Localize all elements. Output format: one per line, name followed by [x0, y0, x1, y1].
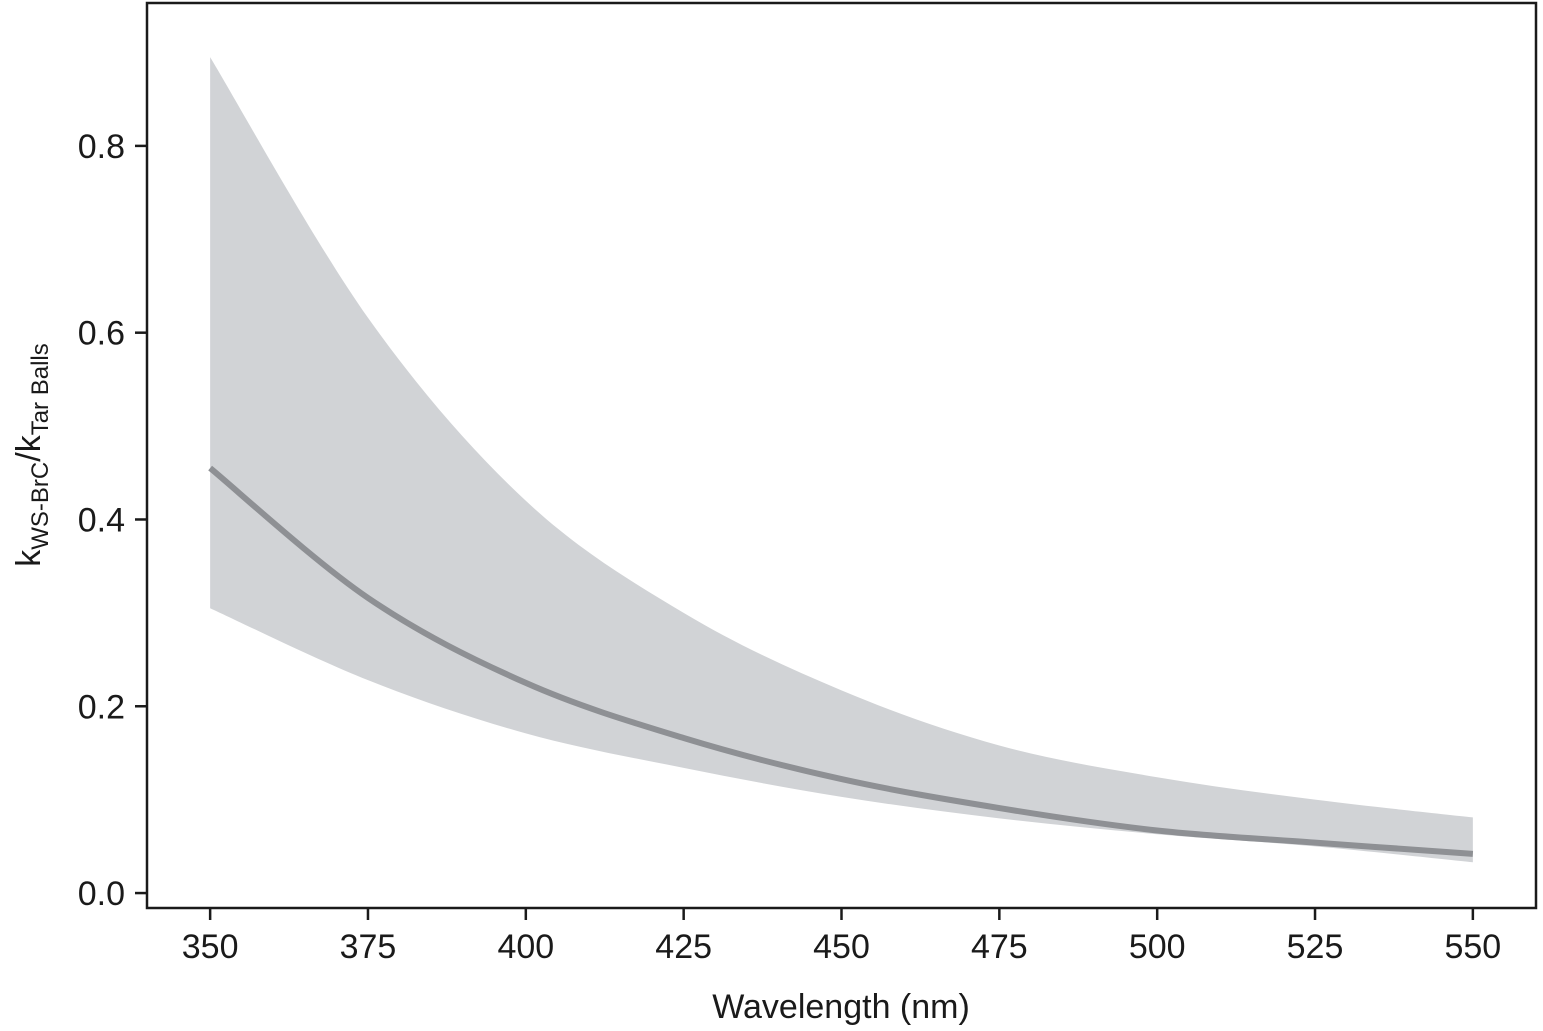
x-axis-label: Wavelength (nm): [712, 988, 970, 1026]
x-tick-label: 425: [655, 928, 712, 966]
x-tick-label: 475: [971, 928, 1028, 966]
y-tick-label: 0.6: [78, 315, 125, 353]
line: [208, 465, 1474, 857]
x-tick-label: 500: [1129, 928, 1186, 966]
y-label-part: /k: [10, 434, 48, 461]
y-tick-label: 0.2: [78, 688, 125, 726]
x-tick-label: 375: [340, 928, 397, 966]
x-tick-label: 550: [1444, 928, 1501, 966]
x-tick-label: 350: [182, 928, 239, 966]
y-tick-label: 0.0: [78, 875, 125, 913]
y-label-part: k: [10, 549, 48, 567]
x-tick-label: 400: [497, 928, 554, 966]
y-label-sub: Tar Balls: [27, 343, 54, 435]
confidence-band: [210, 57, 1473, 863]
y-tick-label: 0.4: [78, 501, 125, 539]
x-tick-label: 450: [813, 928, 870, 966]
y-tick-label: 0.8: [78, 128, 125, 166]
x-tick-label: 525: [1287, 928, 1344, 966]
y-label-sub: WS-BrC: [27, 462, 54, 550]
y-axis-label: kWS-BrC/kTar Balls: [10, 343, 54, 566]
